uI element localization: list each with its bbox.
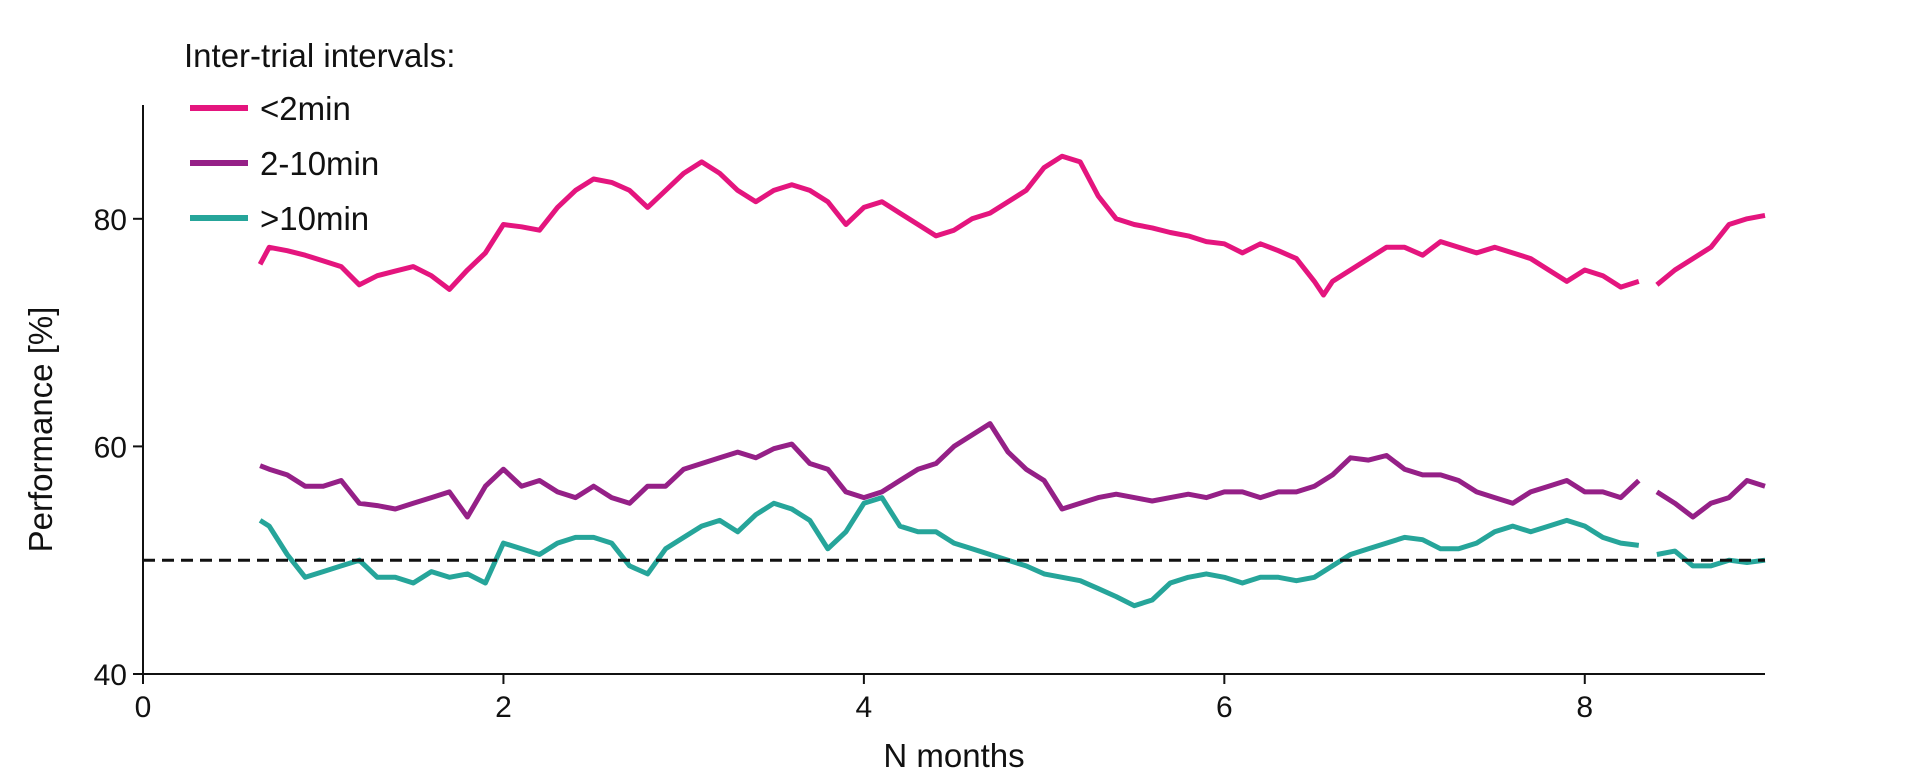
legend-title: Inter-trial intervals: [184,37,455,74]
legend-entry-label: <2min [260,90,351,127]
x-tick-label: 2 [495,691,512,724]
x-axis-label: N months [883,737,1024,773]
series-line-0-segment-0 [257,153,1640,298]
legend: Inter-trial intervals: <2min 2-10min >10mi… [184,37,455,237]
legend-entry-label: >10min [260,200,369,237]
series-line-2-segment-1 [1656,548,1766,569]
x-tick-label: 6 [1216,691,1233,724]
plot-area [257,153,1766,609]
series-line-1-segment-1 [1655,478,1766,520]
legend-entry-label: 2-10min [260,145,379,182]
series-line-0-segment-1 [1655,212,1766,287]
series-line-1-segment-0 [259,421,1641,520]
x-tick-label: 0 [135,691,152,724]
x-tick-label: 8 [1576,691,1593,724]
y-tick-label: 80 [94,204,127,237]
y-tick-label: 60 [94,431,127,464]
y-tick-label: 40 [94,659,127,692]
x-tick-label: 4 [856,691,873,724]
y-axis-label: Performance [%] [22,307,59,553]
axes: 0 2 4 6 8 40 60 80 N months Performance [%] [22,105,1765,773]
series-line-2-segment-0 [258,495,1640,609]
